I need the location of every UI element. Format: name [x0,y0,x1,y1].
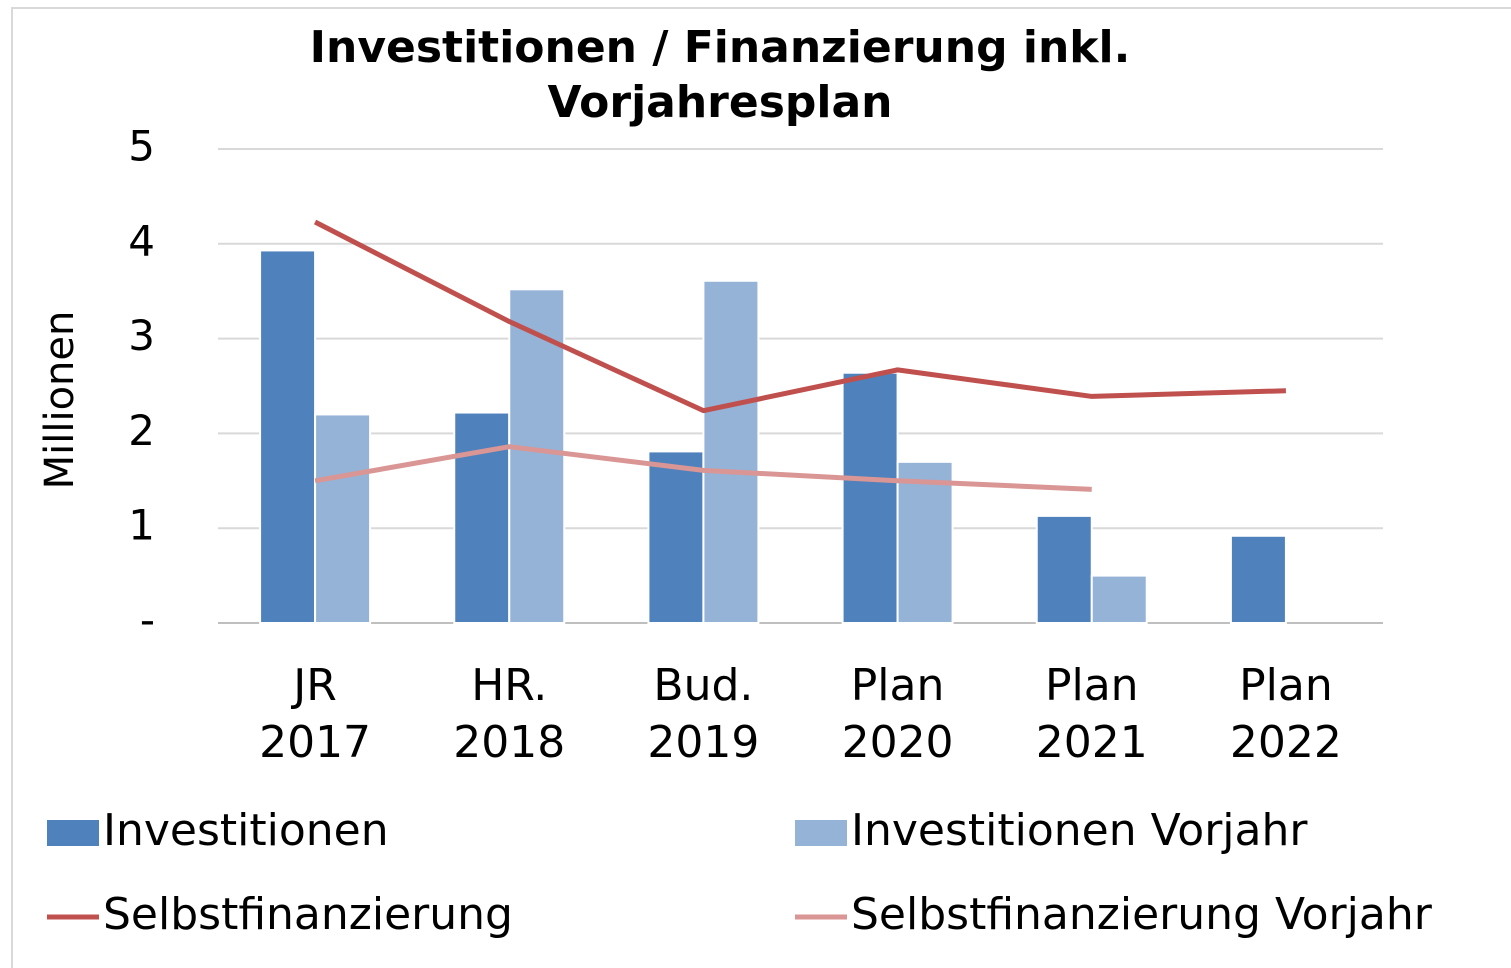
x-tick-label: Bud. [653,660,753,711]
y-tick-label: 4 [128,216,155,265]
x-tick-label: JR [290,660,337,711]
bar [453,411,511,624]
bar [508,288,566,624]
x-tick-label: Plan [851,660,945,711]
x-tick-label: Plan [1239,660,1333,711]
line [314,444,1092,492]
bar [647,450,705,624]
y-tick-label: 5 [128,122,155,171]
legend-swatch [795,820,847,846]
legend-label: Selbstfinanzierung [103,889,513,940]
x-tick-label: 2020 [842,717,954,768]
bar [702,279,760,624]
bar [841,371,899,624]
legend-label: Selbstfinanzierung Vorjahr [851,889,1433,940]
bar [314,413,372,624]
bar [259,249,317,624]
y-tick-label: - [140,596,155,645]
chart-title: Vorjahresplan [548,77,893,128]
x-tick-label: Plan [1045,660,1139,711]
y-tick-label: 3 [128,311,155,360]
legend-label: Investitionen Vorjahr [851,805,1308,856]
x-tick-label: 2022 [1230,717,1342,768]
legend-label: Investitionen [103,805,389,856]
x-tick-label: 2018 [453,717,565,768]
line [313,219,1286,414]
y-axis-label: Millionen [37,311,83,490]
bar [1035,514,1093,624]
x-tick-label: 2021 [1036,717,1148,768]
x-tick-label: 2019 [647,717,759,768]
bar [1229,534,1287,624]
y-tick-label: 2 [128,406,155,455]
bar [1090,574,1148,624]
legend-swatch [47,820,99,846]
x-tick-label: HR. [471,660,547,711]
bar [896,460,954,624]
y-tick-label: 1 [128,501,155,550]
x-tick-label: 2017 [259,717,371,768]
chart-title: Investitionen / Finanzierung inkl. [310,22,1131,73]
